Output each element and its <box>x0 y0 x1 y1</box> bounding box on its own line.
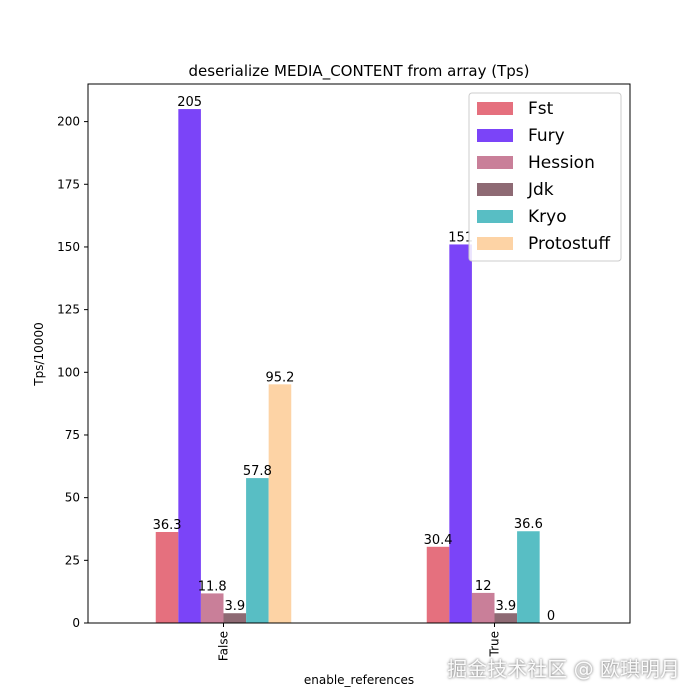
bar-kryo-true <box>517 531 540 623</box>
legend-label-jdk: Jdk <box>527 180 554 200</box>
bar-label-hession-false: 11.8 <box>198 579 227 594</box>
bar-label-fury-false: 205 <box>177 95 202 110</box>
bar-label-kryo-true: 36.6 <box>514 517 543 532</box>
y-tick-label-0: 0 <box>72 616 80 630</box>
watermark: 掘金技术社区 @ 欧琪明月 <box>447 657 680 681</box>
bar-label-jdk-false: 3.9 <box>224 599 245 614</box>
bar-label-hession-true: 12 <box>475 579 492 594</box>
y-tick-label-150: 150 <box>57 240 80 254</box>
legend-swatch-fst <box>477 102 513 115</box>
bar-label-fst-false: 36.3 <box>153 518 182 533</box>
legend-label-protostuff: Protostuff <box>528 234 611 254</box>
x-tick-label-true: True <box>488 631 502 658</box>
bar-kryo-false <box>246 478 269 623</box>
legend-swatch-jdk <box>477 183 513 196</box>
legend: Fst Fury Hession Jdk Kryo Protostuff <box>468 92 622 262</box>
bar-label-protostuff-false: 95.2 <box>265 370 294 385</box>
x-axis: False True <box>217 623 502 661</box>
legend-swatch-hession <box>477 156 513 169</box>
y-axis-label: Tps/10000 <box>32 322 46 386</box>
bar-fury-true <box>449 244 472 623</box>
bar-label-fury-true: 151 <box>448 230 473 245</box>
y-axis: 0 25 50 75 100 125 150 175 200 <box>57 115 88 630</box>
bars-layer <box>155 109 540 624</box>
legend-swatch-kryo <box>477 210 513 223</box>
bar-hession-true <box>471 592 495 623</box>
legend-label-kryo: Kryo <box>528 207 567 227</box>
y-tick-label-50: 50 <box>65 491 80 505</box>
bar-label-kryo-false: 57.8 <box>243 464 272 479</box>
plot-frame <box>87 83 631 624</box>
chart-title: deserialize MEDIA_CONTENT from array (Tp… <box>189 62 530 81</box>
bar-jdk-false <box>223 613 247 623</box>
legend-label-hession: Hession <box>528 153 595 173</box>
bar-label-protostuff-true: 0 <box>547 609 555 624</box>
y-tick-label-100: 100 <box>57 365 80 379</box>
y-tick-label-125: 125 <box>57 303 80 317</box>
legend-label-fury: Fury <box>528 126 565 146</box>
bar-label-fst-true: 30.4 <box>424 533 453 548</box>
bar-protostuff-false <box>268 384 292 623</box>
y-tick-label-175: 175 <box>57 177 80 191</box>
legend-label-fst: Fst <box>528 99 554 119</box>
x-tick-label-false: False <box>217 631 231 661</box>
legend-swatch-protostuff <box>477 237 513 250</box>
y-tick-label-25: 25 <box>65 553 80 567</box>
bar-fst-false <box>155 531 179 623</box>
bar-fury-false <box>178 109 201 624</box>
bar-label-jdk-true: 3.9 <box>495 599 516 614</box>
bar-fst-true <box>426 546 450 623</box>
legend-swatch-fury <box>477 129 513 142</box>
y-tick-label-200: 200 <box>57 115 80 129</box>
x-axis-label: enable_references <box>304 673 414 687</box>
bar-jdk-true <box>494 613 518 623</box>
y-tick-label-75: 75 <box>65 428 80 442</box>
bar-hession-false <box>200 593 224 623</box>
